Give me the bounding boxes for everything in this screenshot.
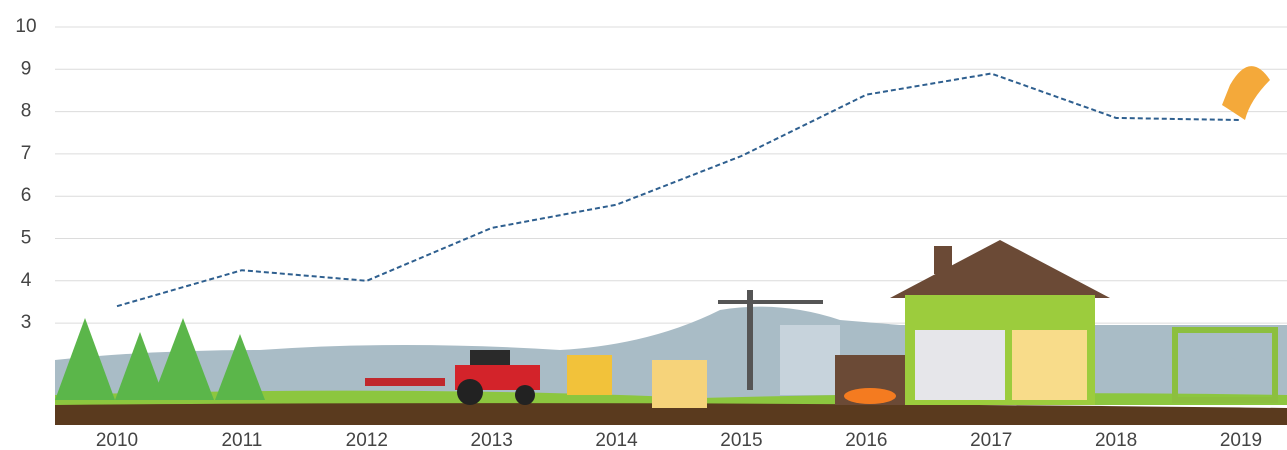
fuel-station [1172,327,1278,403]
x-tick-label: 2013 [471,430,513,450]
x-tick-label: 2019 [1220,430,1262,450]
y-tick-label: 9 [21,58,32,79]
y-tick-label: 4 [21,270,32,291]
car [844,388,896,404]
hill [1110,330,1287,400]
y-tick-label: 5 [21,228,32,249]
x-tick-label: 2016 [845,430,887,450]
y-tick-label: 8 [21,101,32,122]
x-tick-label: 2010 [96,430,138,450]
room [915,330,1005,400]
building [780,325,840,395]
y-tick-label: 3 [21,312,32,333]
y-tick-label: 6 [21,185,32,206]
ground [55,403,1287,425]
butterfly [1222,66,1270,120]
x-tick-label: 2014 [595,430,638,450]
trees [55,318,265,400]
x-tick-label: 2018 [1095,430,1137,450]
x-tick-label: 2012 [346,430,388,450]
plough [365,378,445,386]
y-tick-label: 7 [21,143,32,164]
crane-arm [718,300,823,304]
room [1012,330,1087,400]
y-tick-label: 10 [15,16,36,37]
wheel [457,379,483,405]
stall [652,360,707,408]
illustration [55,66,1287,425]
shop [567,355,612,395]
x-tick-label: 2011 [221,430,262,450]
wheel [515,385,535,405]
roof [890,240,1110,298]
crane [747,290,753,390]
data-line [116,72,1242,308]
x-tick-label: 2015 [720,430,762,450]
x-tick-label: 2017 [970,430,1012,450]
chimney [934,246,952,274]
